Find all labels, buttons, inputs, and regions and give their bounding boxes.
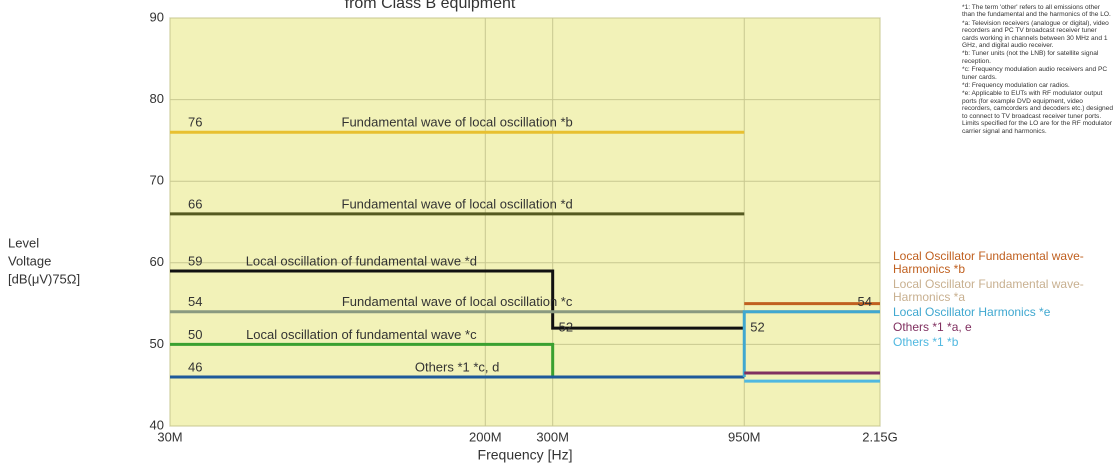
y-tick-label: 70 xyxy=(150,173,164,188)
footnote: *d: Frequency modulation car radios. xyxy=(962,82,1070,90)
series-line xyxy=(742,310,880,378)
plot-area xyxy=(169,17,881,427)
value-label: 59 xyxy=(188,253,202,268)
series-label: Fundamental wave of local oscillation *b xyxy=(342,115,573,130)
value-label: 76 xyxy=(188,115,202,130)
x-tick-label: 200M xyxy=(469,429,502,444)
x-tick-label: 30M xyxy=(157,429,182,444)
y-tick-label: 80 xyxy=(150,91,164,106)
legend-entry: Local Oscillator Fundamental wave-Harmon… xyxy=(893,277,1084,304)
series-line xyxy=(170,342,555,378)
value-label: 50 xyxy=(188,327,202,342)
value-label: 54 xyxy=(858,294,872,309)
x-tick-label: 950M xyxy=(728,429,761,444)
series-label: Fundamental wave of local oscillation *d xyxy=(342,196,573,211)
value-label: 54 xyxy=(188,294,202,309)
x-tick-label: 2.15G xyxy=(862,429,897,444)
value-label: 52 xyxy=(750,320,764,335)
y-tick-label: 90 xyxy=(150,9,164,24)
value-label: 66 xyxy=(188,196,202,211)
legend-entry: Others *1 *a, e xyxy=(893,320,972,334)
footnote: *b: Tuner units (not the LNB) for satell… xyxy=(962,50,1099,65)
x-tick-label: 300M xyxy=(536,429,569,444)
chart-title: from Class B equipment xyxy=(345,0,516,12)
series-label: Local oscillation of fundamental wave *d xyxy=(246,253,477,268)
legend-entry: Others *1 *b xyxy=(893,335,959,349)
x-label: Frequency [Hz] xyxy=(478,447,573,463)
series-label: Local oscillation of fundamental wave *c xyxy=(246,327,477,342)
y-label: Voltage xyxy=(8,253,51,268)
legend-entry: Local Oscillator Harmonics *e xyxy=(893,305,1051,319)
y-label: [dB(μV)75Ω] xyxy=(8,271,80,286)
value-label: 46 xyxy=(188,359,202,374)
footnote: *c: Frequency modulation audio receivers… xyxy=(962,66,1108,81)
series-line xyxy=(170,269,745,330)
footnotes: *1: The term 'other' refers to all emiss… xyxy=(962,4,1114,136)
series-label: Fundamental wave of local oscillation *c xyxy=(342,294,573,309)
y-tick-label: 50 xyxy=(150,336,164,351)
footnote: *e: Applicable to EUTs with RF modulator… xyxy=(962,90,1113,135)
y-tick-label: 40 xyxy=(150,417,164,432)
footnote: *a: Television receivers (analogue or di… xyxy=(962,19,1109,50)
y-tick-label: 60 xyxy=(150,254,164,269)
legend: Local Oscillator Fundamental wave-Harmon… xyxy=(893,250,1117,351)
series-label: Others *1 *c, d xyxy=(415,359,500,374)
footnote: *1: The term 'other' refers to all emiss… xyxy=(962,4,1111,19)
value-label: 52 xyxy=(559,320,573,335)
y-label: Level xyxy=(8,235,39,250)
legend-entry: Local Oscillator Fundamental wave-Harmon… xyxy=(893,249,1084,276)
